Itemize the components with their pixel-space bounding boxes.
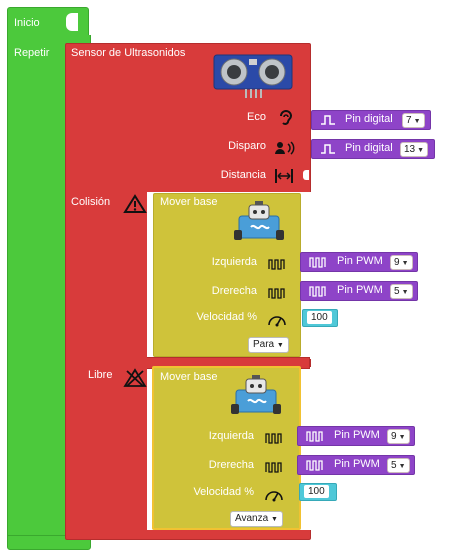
chevron-down-icon: ▼	[276, 342, 284, 349]
derecha-pin-label-1: Pin PWM	[337, 284, 383, 296]
speed-value-1[interactable]: 100	[307, 311, 332, 324]
izquierda-pin-block-2[interactable]: Pin PWM 9 ▼	[297, 426, 415, 446]
ultrasonic-sensor-icon	[212, 53, 294, 99]
izquierda-pin-block-1[interactable]: Pin PWM 9 ▼	[300, 252, 418, 272]
pwm-signal-icon	[309, 286, 326, 297]
mover-base-title-1: Mover base	[160, 196, 218, 208]
derecha-pin-value-2: 5	[391, 460, 397, 471]
warning-icon	[123, 194, 147, 214]
speed-value-2[interactable]: 100	[304, 485, 329, 498]
robot-base-icon-1	[233, 200, 285, 242]
pwm-signal-icon	[306, 460, 323, 471]
digital-pulse-icon	[321, 144, 335, 154]
chevron-down-icon: ▼	[401, 260, 409, 267]
chevron-down-icon: ▼	[413, 118, 421, 125]
izquierda-pin-value-1: 9	[394, 257, 400, 268]
izquierda-pin-dropdown-2[interactable]: 9 ▼	[387, 429, 410, 444]
derecha-pin-dropdown-1[interactable]: 5 ▼	[390, 284, 413, 299]
digital-pulse-icon	[321, 115, 335, 125]
pwm-signal-icon	[265, 462, 282, 473]
pwm-signal-icon	[309, 257, 326, 268]
disparo-label: Disparo	[228, 140, 266, 152]
distancia-output-notch	[303, 170, 309, 180]
derecha-pin-block-1[interactable]: Pin PWM 5 ▼	[300, 281, 418, 301]
eco-pin-dropdown[interactable]: 7 ▼	[402, 113, 425, 128]
speedometer-icon	[265, 491, 283, 502]
action-dropdown-2[interactable]: Avanza ▼	[230, 511, 283, 527]
disparo-pin-label: Pin digital	[345, 142, 393, 154]
chevron-down-icon: ▼	[270, 516, 278, 523]
colision-label: Colisión	[71, 196, 111, 208]
eco-pin-block[interactable]: Pin digital 7 ▼	[311, 110, 431, 130]
action-dropdown-1[interactable]: Para ▼	[248, 337, 289, 353]
inicio-notch	[66, 13, 78, 31]
eco-pin-label: Pin digital	[345, 113, 393, 125]
repetir-block[interactable]	[7, 35, 69, 546]
speaker-person-icon	[274, 139, 296, 157]
speed-block-2[interactable]: 100	[299, 483, 337, 501]
derecha-label-1: Drerecha	[211, 285, 257, 297]
derecha-pin-value-1: 5	[394, 286, 400, 297]
velocidad-label-2: Velocidad %	[193, 486, 254, 498]
eco-pin-value: 7	[406, 115, 412, 126]
pwm-signal-icon	[306, 431, 323, 442]
repetir-label: Repetir	[14, 47, 50, 59]
izquierda-pin-label-1: Pin PWM	[337, 255, 383, 267]
inicio-label: Inicio	[14, 17, 40, 29]
izquierda-pin-label-2: Pin PWM	[334, 429, 380, 441]
disparo-pin-block[interactable]: Pin digital 13 ▼	[311, 139, 435, 159]
distance-icon	[274, 167, 294, 185]
pwm-signal-icon	[268, 288, 285, 299]
robot-base-icon-2	[230, 374, 282, 416]
action-value-2: Avanza	[235, 513, 269, 524]
eco-label: Eco	[247, 111, 266, 123]
libre-label: Libre	[88, 369, 113, 381]
chevron-down-icon: ▼	[398, 434, 406, 441]
chevron-down-icon: ▼	[398, 463, 406, 470]
izquierda-label-1: Izquierda	[211, 256, 257, 268]
velocidad-label-1: Velocidad %	[196, 311, 257, 323]
izquierda-label-2: Izquierda	[208, 430, 254, 442]
derecha-pin-label-2: Pin PWM	[334, 458, 380, 470]
izquierda-pin-value-2: 9	[391, 431, 397, 442]
derecha-label-2: Drerecha	[208, 459, 254, 471]
sensor-title: Sensor de Ultrasonidos	[71, 47, 186, 59]
pwm-signal-icon	[265, 433, 282, 444]
mover-base-title-2: Mover base	[160, 371, 218, 383]
distancia-label: Distancia	[220, 169, 266, 181]
no-warning-icon	[123, 368, 147, 388]
disparo-pin-value: 13	[404, 144, 416, 155]
speedometer-icon	[268, 316, 286, 327]
action-value-1: Para	[253, 339, 275, 350]
derecha-pin-dropdown-2[interactable]: 5 ▼	[387, 458, 410, 473]
derecha-pin-block-2[interactable]: Pin PWM 5 ▼	[297, 455, 415, 475]
izquierda-pin-dropdown-1[interactable]: 9 ▼	[390, 255, 413, 270]
disparo-pin-dropdown[interactable]: 13 ▼	[400, 142, 429, 157]
chevron-down-icon: ▼	[401, 289, 409, 296]
chevron-down-icon: ▼	[417, 147, 425, 154]
pwm-signal-icon	[268, 259, 285, 270]
ear-icon	[276, 109, 294, 127]
speed-block-1[interactable]: 100	[302, 309, 338, 327]
repetir-top-arm	[7, 35, 91, 45]
